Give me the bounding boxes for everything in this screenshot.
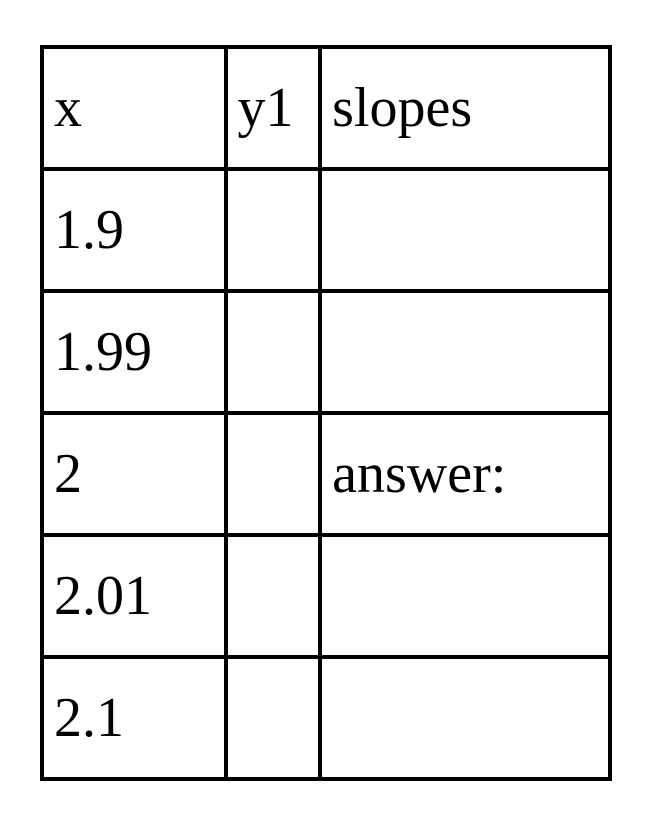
cell-x: 2.1 — [42, 657, 226, 779]
cell-slopes — [320, 169, 610, 291]
column-header-x: x — [42, 47, 226, 169]
cell-y1 — [226, 291, 321, 413]
cell-y1 — [226, 169, 321, 291]
cell-y1 — [226, 413, 321, 535]
column-header-slopes: slopes — [320, 47, 610, 169]
table-row: 2 answer: — [42, 413, 610, 535]
table-row: 1.99 — [42, 291, 610, 413]
table-row: 2.01 — [42, 535, 610, 657]
cell-x: 2 — [42, 413, 226, 535]
table-row: 2.1 — [42, 657, 610, 779]
table-row: 1.9 — [42, 169, 610, 291]
cell-slopes: answer: — [320, 413, 610, 535]
cell-x: 1.9 — [42, 169, 226, 291]
column-header-y1: y1 — [226, 47, 321, 169]
cell-x: 2.01 — [42, 535, 226, 657]
cell-y1 — [226, 657, 321, 779]
cell-y1 — [226, 535, 321, 657]
slopes-table: x y1 slopes 1.9 1.99 2 answer: 2.01 2.1 — [40, 45, 612, 781]
cell-slopes — [320, 535, 610, 657]
cell-x: 1.99 — [42, 291, 226, 413]
cell-slopes — [320, 657, 610, 779]
table-header-row: x y1 slopes — [42, 47, 610, 169]
cell-slopes — [320, 291, 610, 413]
